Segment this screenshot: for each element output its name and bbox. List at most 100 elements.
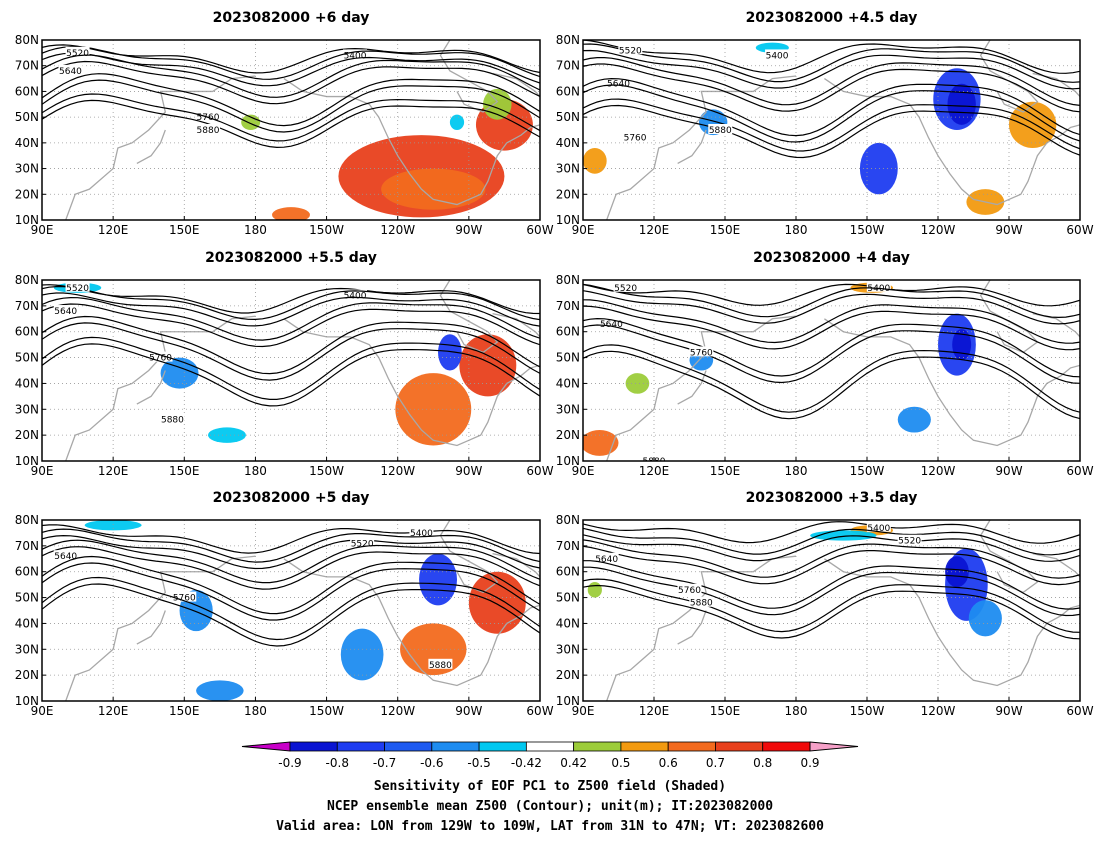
coastline: [492, 72, 540, 98]
y-tick-label: 50N: [15, 110, 39, 124]
z500-contour: [583, 84, 1080, 143]
sensitivity-shade: [196, 680, 244, 701]
colorbar-label: 0.6: [659, 756, 678, 770]
y-tick-label: 40N: [556, 616, 580, 630]
coastline: [824, 78, 1080, 206]
colorbar-box: [715, 741, 764, 752]
colorbar-box: [384, 741, 433, 752]
map-panel-5: 2023082000 +5 day 5400 5520 5640 5760 5880 90E…: [15, 490, 554, 718]
coastline: [1032, 552, 1080, 578]
y-tick-label: 50N: [556, 110, 580, 124]
x-tick-label: 90W: [995, 704, 1022, 718]
contour-label: 5400: [410, 529, 433, 539]
z500-contour: [583, 43, 1080, 83]
y-tick-label: 70N: [556, 59, 580, 73]
y-tick-label: 50N: [556, 351, 580, 365]
sensitivity-shade: [859, 142, 898, 195]
colorbar-box: [525, 741, 575, 752]
y-tick-label: 20N: [15, 187, 39, 201]
contour-label: 5640: [595, 555, 618, 565]
x-tick-label: 150E: [710, 223, 741, 237]
contour-label: 5400: [766, 51, 789, 61]
z500-contour: [583, 560, 1080, 610]
colorbar-label: -0.6: [420, 756, 443, 770]
x-tick-label: 150E: [710, 464, 741, 478]
contour-label: 5880: [709, 126, 732, 136]
coastline: [492, 552, 540, 578]
y-tick-label: 60N: [556, 325, 580, 339]
x-tick-label: 150W: [309, 464, 344, 478]
x-tick-label: 150E: [169, 223, 200, 237]
z500-contour: [42, 315, 540, 375]
contour-label: 5520: [351, 539, 374, 549]
contour-label: 5760: [173, 594, 196, 604]
panel-title: 2023082000 +4 day: [753, 250, 910, 266]
colorbar-box: [762, 741, 811, 752]
x-tick-label: 60W: [526, 704, 553, 718]
y-tick-label: 20N: [556, 668, 580, 682]
contour-label: 5640: [54, 307, 77, 317]
z500-contour: [583, 290, 1080, 325]
coastline: [65, 75, 256, 220]
coastline: [677, 370, 707, 405]
z500-contour: [583, 324, 1080, 384]
y-tick-label: 40N: [15, 616, 39, 630]
z500-contour: [583, 521, 1080, 544]
x-tick-label: 60W: [1066, 704, 1093, 718]
caption-line-1: Sensitivity of EOF PC1 to Z500 field (Sh…: [374, 779, 726, 794]
coastline: [439, 280, 499, 354]
coastline: [283, 318, 540, 447]
sensitivity-shade: [160, 357, 199, 389]
coastline: [824, 318, 1080, 447]
y-tick-label: 10N: [556, 694, 580, 708]
x-tick-label: 180: [244, 223, 267, 237]
coastline: [492, 312, 540, 338]
colorbar-label: 0.8: [753, 756, 772, 770]
coastline: [136, 129, 166, 164]
y-tick-label: 10N: [15, 213, 39, 227]
colorbar-label: -0.9: [278, 756, 301, 770]
x-tick-label: 120E: [98, 464, 129, 478]
caption: Sensitivity of EOF PC1 to Z500 field (Sh…: [276, 779, 824, 834]
sensitivity-shade: [968, 600, 1002, 637]
y-tick-label: 80N: [556, 513, 580, 527]
x-tick-label: 180: [244, 464, 267, 478]
y-tick-label: 30N: [556, 642, 580, 656]
z500-contour: [42, 343, 540, 407]
contour-label: 5520: [614, 284, 637, 294]
coastline: [677, 129, 707, 164]
y-tick-label: 20N: [556, 428, 580, 442]
colorbar-box: [573, 741, 622, 752]
z500-contour: [42, 303, 540, 348]
contour-label: 5760: [690, 348, 713, 358]
y-tick-label: 80N: [15, 273, 39, 287]
sensitivity-shade: [468, 571, 526, 634]
y-tick-label: 80N: [556, 273, 580, 287]
sensitivity-shade: [583, 148, 607, 174]
contour-label: 5880: [690, 599, 713, 609]
panel-frame: [41, 39, 541, 221]
x-tick-label: 120E: [639, 223, 670, 237]
z500-contour: [583, 584, 1080, 640]
z500-contour: [583, 98, 1080, 152]
sensitivity-shade: [945, 556, 969, 588]
z500-contour: [42, 528, 540, 563]
z500-contour: [42, 576, 540, 641]
sensitivity-shade: [587, 582, 602, 598]
sensitivity-shade: [381, 168, 486, 210]
colorbar-low-arrow: [241, 741, 291, 752]
colorbar-box: [620, 741, 669, 752]
y-tick-label: 50N: [15, 591, 39, 605]
x-tick-label: 90E: [31, 464, 54, 478]
y-tick-label: 40N: [556, 376, 580, 390]
sensitivity-shade: [84, 520, 142, 531]
y-tick-label: 50N: [15, 351, 39, 365]
sensitivity-shade: [340, 628, 384, 681]
contour-label: 5400: [344, 51, 367, 61]
